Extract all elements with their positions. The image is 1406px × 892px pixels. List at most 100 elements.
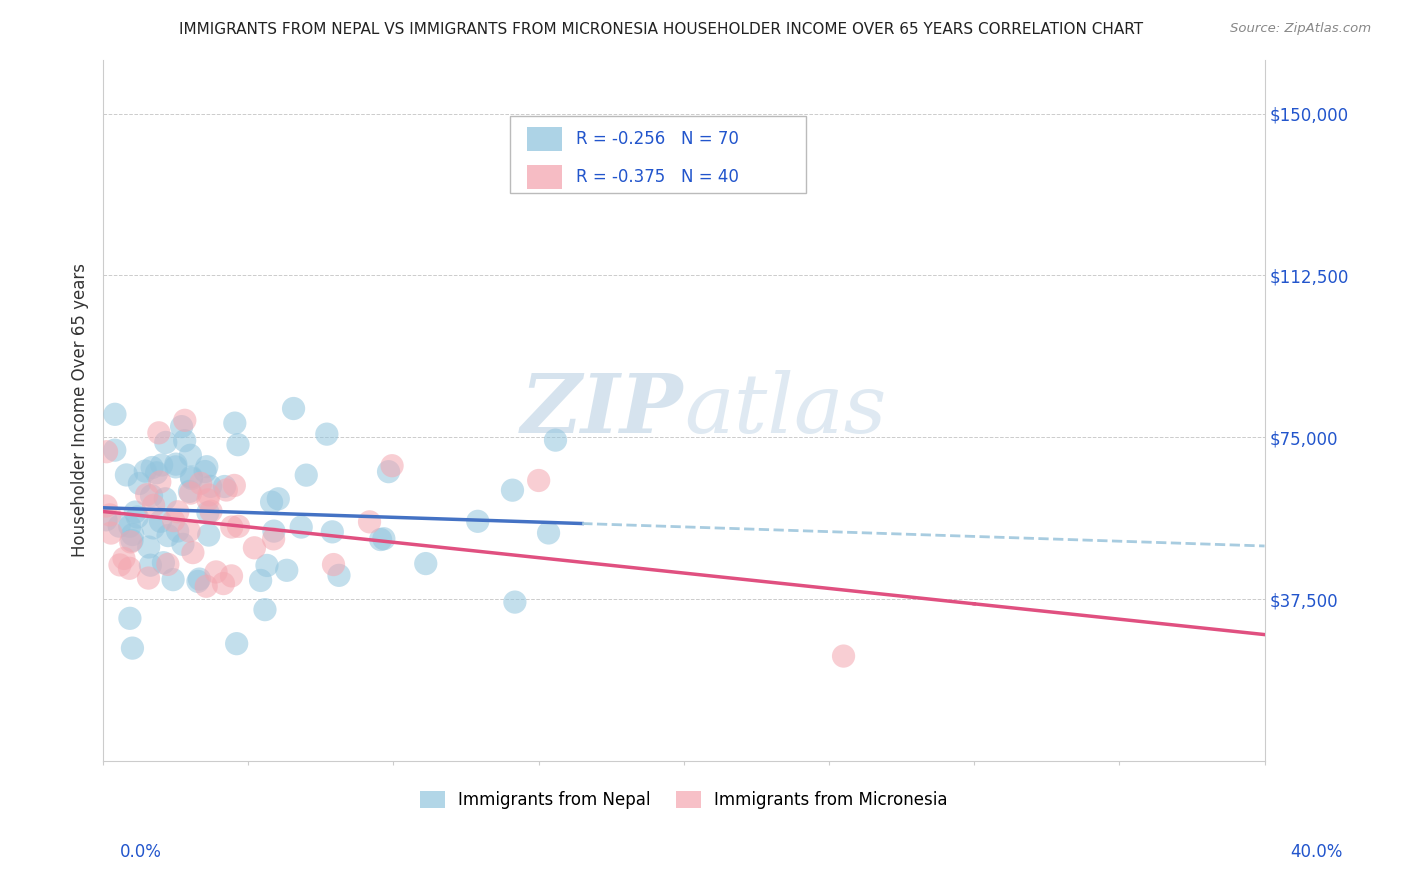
Point: [200, 504, 222, 518]
Point: [290, 520, 312, 534]
Point: [141, 460, 163, 475]
Point: [104, 407, 127, 421]
Point: [537, 525, 560, 540]
Point: [120, 535, 142, 549]
Point: [142, 498, 165, 512]
Point: [162, 514, 184, 528]
Point: [195, 579, 218, 593]
Text: 0.0%: 0.0%: [120, 843, 162, 861]
Point: [212, 576, 235, 591]
Point: [156, 558, 179, 572]
Point: [149, 514, 172, 528]
Point: [190, 476, 212, 491]
FancyBboxPatch shape: [509, 116, 806, 193]
Point: [195, 459, 218, 474]
Point: [141, 489, 163, 503]
Point: [121, 641, 143, 656]
Point: [162, 573, 184, 587]
Point: [503, 595, 526, 609]
Point: [359, 515, 381, 529]
Point: [128, 476, 150, 491]
Point: [108, 558, 131, 572]
Point: [225, 637, 247, 651]
Point: [200, 479, 222, 493]
Point: [377, 465, 399, 479]
Legend: Immigrants from Nepal, Immigrants from Micronesia: Immigrants from Nepal, Immigrants from M…: [413, 784, 955, 816]
Point: [370, 533, 392, 547]
Text: R = -0.375   N = 40: R = -0.375 N = 40: [576, 169, 738, 186]
Point: [276, 563, 298, 577]
Point: [328, 568, 350, 582]
Point: [142, 521, 165, 535]
Point: [197, 506, 219, 520]
Point: [98, 508, 121, 522]
Text: Source: ZipAtlas.com: Source: ZipAtlas.com: [1230, 22, 1371, 36]
Point: [177, 524, 200, 538]
Point: [152, 556, 174, 570]
Point: [198, 488, 221, 502]
Point: [249, 574, 271, 588]
Point: [226, 438, 249, 452]
Point: [373, 532, 395, 546]
Point: [832, 649, 855, 664]
Point: [544, 433, 567, 447]
Point: [179, 484, 201, 499]
Y-axis label: Householder Income Over 65 years: Householder Income Over 65 years: [72, 263, 89, 558]
Point: [148, 425, 170, 440]
Point: [243, 541, 266, 555]
Point: [256, 558, 278, 573]
Point: [322, 558, 344, 572]
Point: [295, 468, 318, 483]
Point: [415, 557, 437, 571]
Point: [165, 459, 187, 474]
Point: [263, 532, 285, 546]
Point: [118, 561, 141, 575]
Point: [138, 540, 160, 554]
Point: [283, 401, 305, 416]
Point: [118, 611, 141, 625]
Point: [253, 602, 276, 616]
Point: [267, 491, 290, 506]
Point: [215, 483, 238, 497]
Point: [150, 458, 173, 472]
Point: [135, 488, 157, 502]
Point: [165, 457, 187, 471]
Point: [381, 458, 404, 473]
Point: [205, 565, 228, 579]
Point: [187, 574, 209, 589]
Point: [170, 419, 193, 434]
Point: [214, 479, 236, 493]
Point: [124, 505, 146, 519]
Point: [121, 527, 143, 541]
Bar: [527, 165, 562, 189]
Point: [194, 465, 217, 479]
Point: [221, 520, 243, 534]
Point: [228, 519, 250, 533]
Point: [100, 526, 122, 541]
Point: [173, 413, 195, 427]
Point: [188, 572, 211, 586]
Point: [138, 571, 160, 585]
Point: [260, 495, 283, 509]
Point: [104, 443, 127, 458]
Point: [166, 505, 188, 519]
Point: [527, 474, 550, 488]
Point: [155, 491, 177, 506]
Point: [112, 551, 135, 566]
Point: [134, 464, 156, 478]
Point: [155, 435, 177, 450]
Bar: [527, 128, 562, 152]
Point: [501, 483, 523, 498]
Point: [94, 499, 117, 513]
Point: [179, 448, 201, 462]
Point: [180, 471, 202, 485]
Point: [145, 466, 167, 480]
Point: [115, 467, 138, 482]
Point: [321, 524, 343, 539]
Point: [197, 492, 219, 507]
Text: 40.0%: 40.0%: [1291, 843, 1343, 861]
Text: atlas: atlas: [683, 370, 886, 450]
Point: [263, 524, 285, 538]
Point: [139, 558, 162, 573]
Point: [157, 528, 180, 542]
